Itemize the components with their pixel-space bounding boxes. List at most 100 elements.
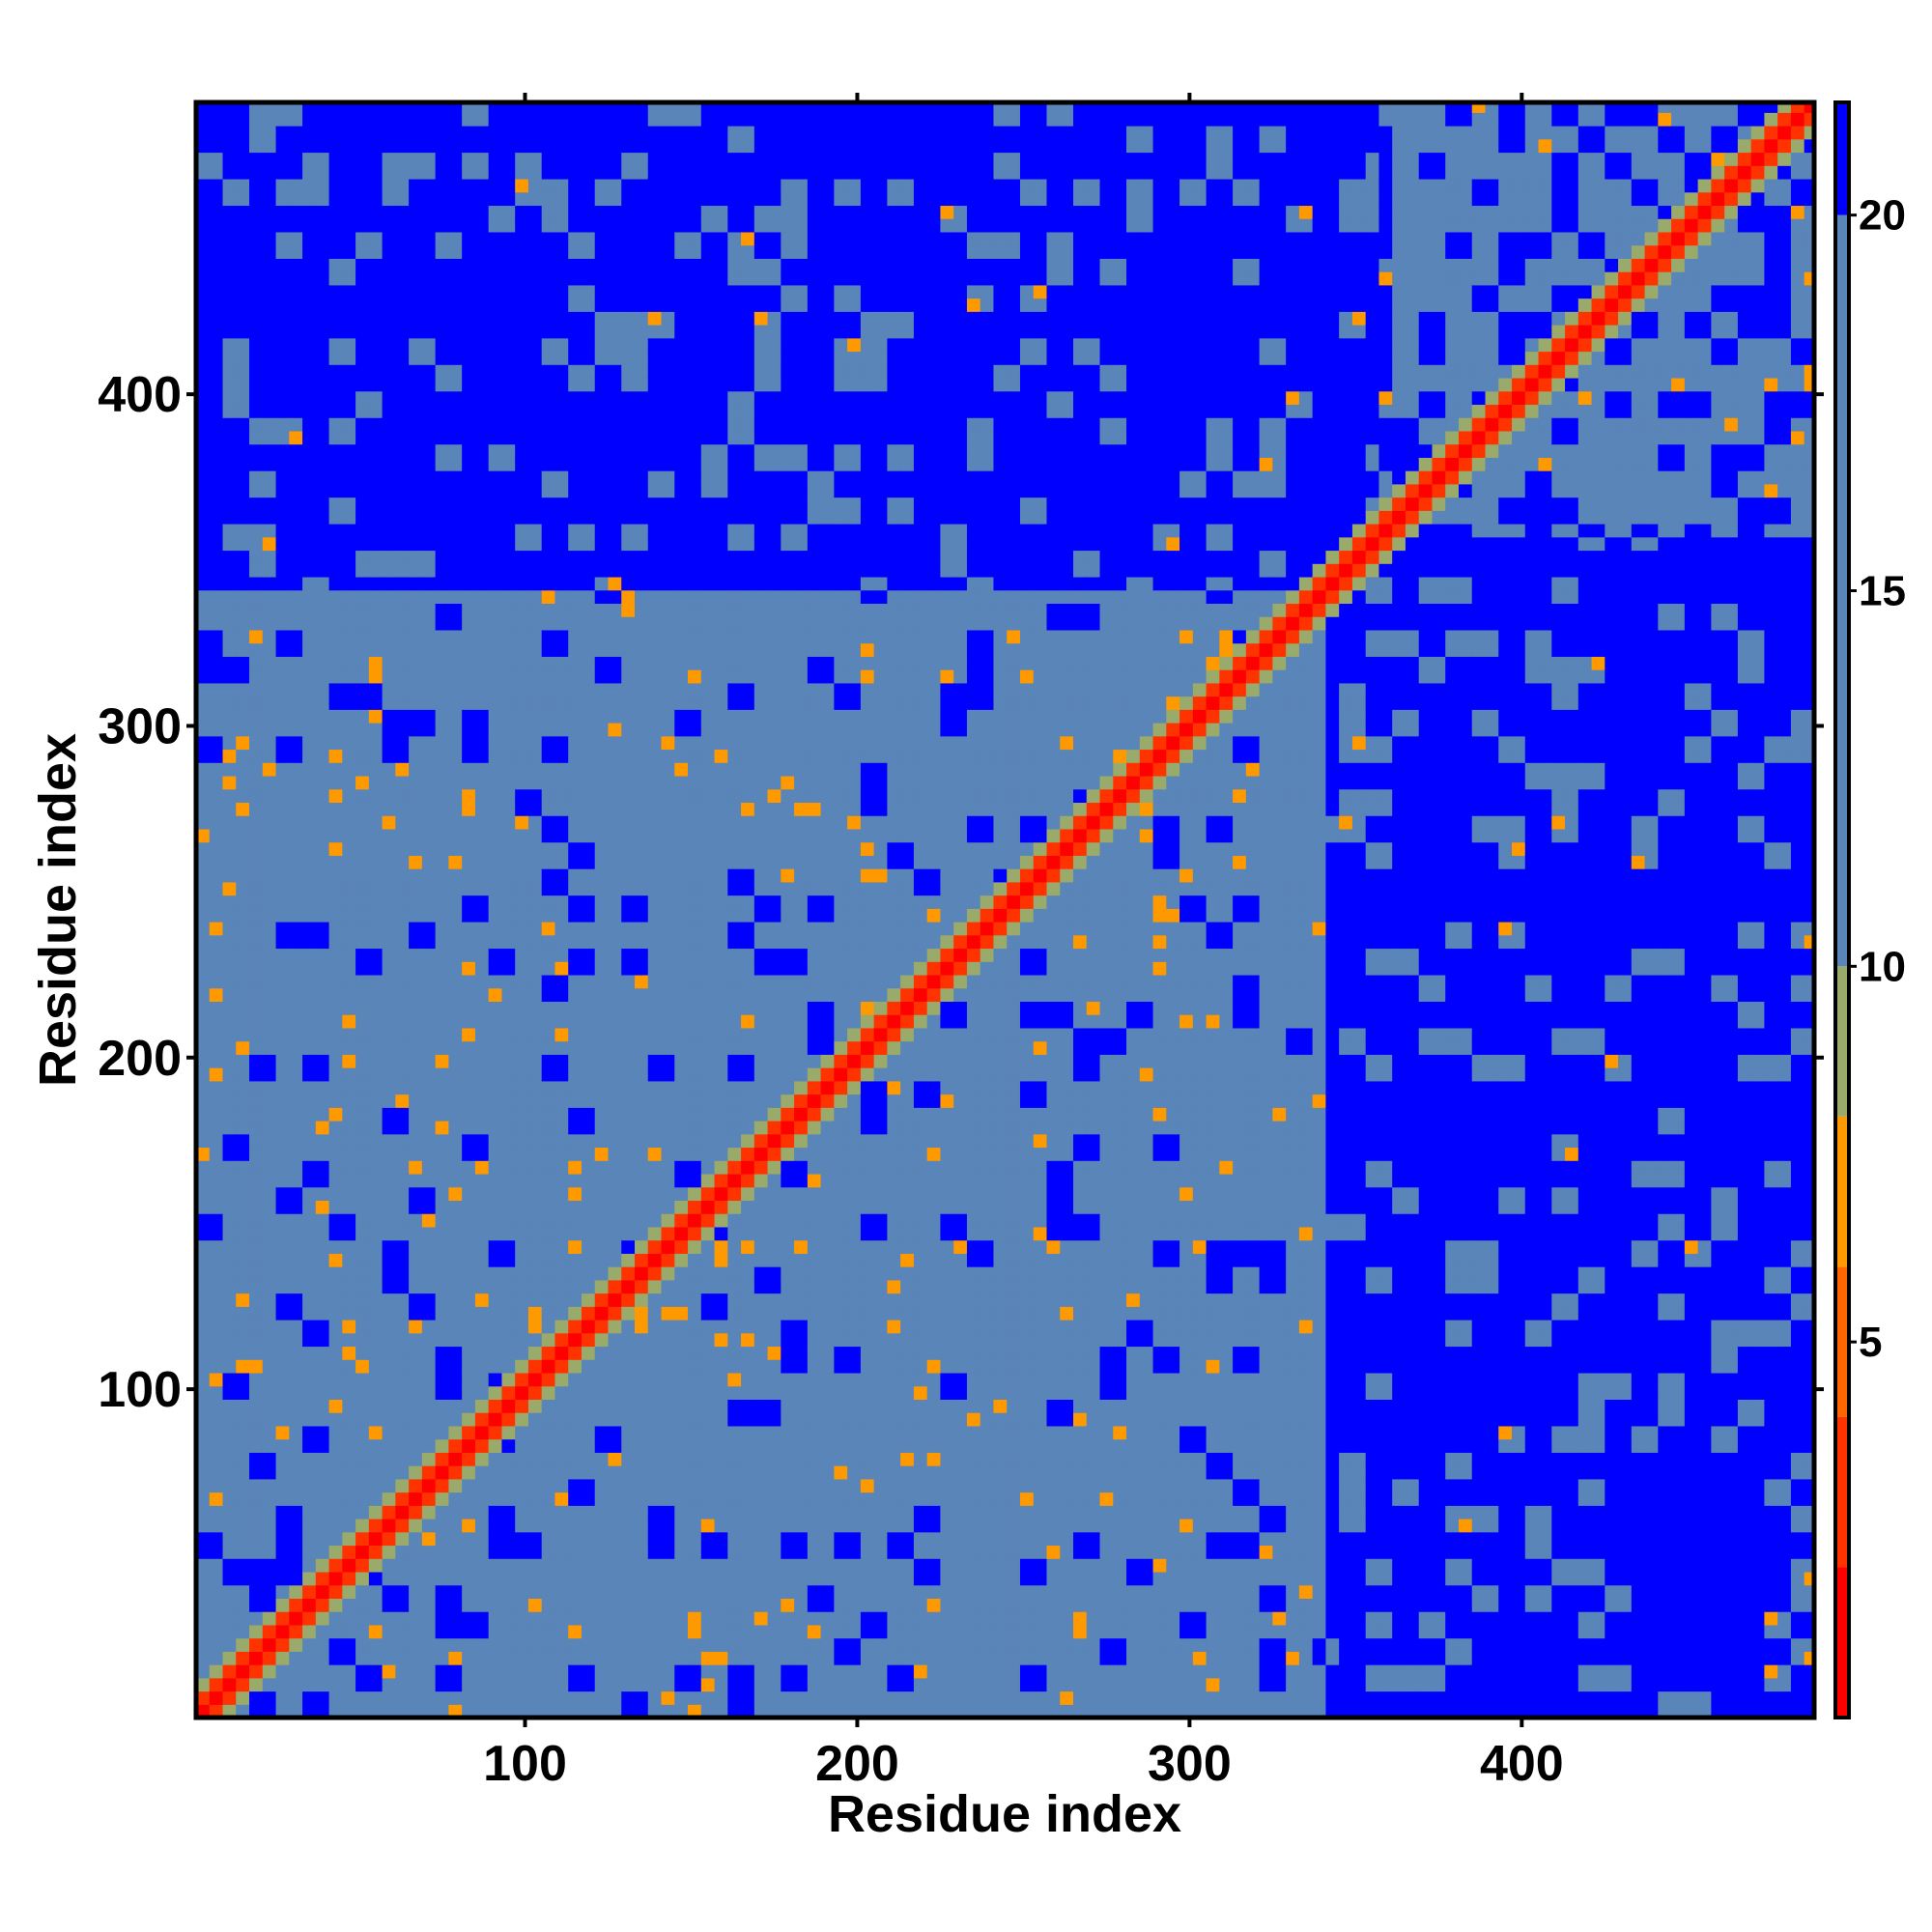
heatmap-cell [368,404,384,418]
heatmap-cell [275,1186,290,1202]
heatmap-cell [409,855,423,869]
heatmap-cell [315,1359,330,1374]
heatmap-cell [474,1014,490,1029]
heatmap-cell [488,284,503,299]
heatmap-cell [621,510,636,525]
heatmap-cell [421,1372,437,1387]
heatmap-cell [262,961,277,976]
heatmap-cell [462,749,476,763]
heatmap-cell [515,802,529,816]
heatmap-cell [700,669,716,684]
heatmap-cell [647,1664,663,1679]
heatmap-cell [635,1080,649,1095]
heatmap-cell [635,1545,649,1559]
heatmap-cell [222,1505,237,1520]
heatmap-cell [249,669,264,684]
heatmap-cell [581,696,596,710]
heatmap-cell [541,709,556,724]
heatmap-cell [462,497,476,511]
heatmap-cell [515,895,529,909]
heatmap-cell [342,1027,356,1042]
heatmap-cell [541,191,556,207]
heatmap-cell [342,1239,356,1254]
heatmap-cell [435,1332,449,1348]
heatmap-cell [302,205,317,219]
heatmap-cell [315,165,330,180]
heatmap-cell [581,1465,596,1480]
heatmap-cell [474,1399,490,1413]
heatmap-cell [382,642,396,657]
heatmap-cell [700,629,716,644]
heatmap-cell [355,1399,370,1413]
heatmap-cell [342,1080,356,1095]
heatmap-cell [368,815,384,830]
heatmap-cell [249,709,264,724]
heatmap-cell [315,138,330,154]
heatmap-cell [289,828,303,843]
heatmap-cell [209,205,224,219]
heatmap-cell [368,284,384,299]
heatmap-cell [674,1452,689,1466]
heatmap-cell [435,1346,449,1360]
heatmap-cell [395,1213,410,1228]
heatmap-cell [594,102,610,113]
heatmap-cell [302,1531,317,1547]
heatmap-cell [474,1200,490,1214]
heatmap-cell [661,1226,675,1241]
heatmap-cell [554,524,569,538]
heatmap-cell [355,1438,370,1453]
heatmap-cell [395,1253,410,1267]
heatmap-cell [342,868,356,883]
heatmap-cell [462,1452,476,1466]
heatmap-cell [501,1505,516,1520]
heatmap-cell [342,1664,356,1679]
heatmap-cell [302,1690,317,1705]
heatmap-cell [249,1425,264,1440]
heatmap-cell [621,377,636,392]
heatmap-cell [700,1094,716,1108]
heatmap-cell [594,1704,610,1718]
heatmap-cell [700,470,716,485]
heatmap-cell [621,1412,636,1427]
heatmap-cell [236,1027,250,1042]
heatmap-cell [488,1306,503,1321]
heatmap-cell [421,669,437,684]
heatmap-cell [289,1624,303,1639]
heatmap-cell [435,828,449,843]
heatmap-cell [342,563,356,578]
heatmap-cell [674,775,689,790]
heatmap-cell [501,1306,516,1321]
heatmap-cell [661,497,675,511]
heatmap-cell [621,948,636,962]
heatmap-cell [568,311,582,326]
heatmap-cell [448,337,463,353]
heatmap-cell [554,563,569,578]
heatmap-cell [501,536,516,552]
heatmap-cell [474,244,490,259]
heatmap-cell [462,443,476,458]
heatmap-cell [541,1492,556,1506]
heatmap-cell [727,629,742,644]
heatmap-cell [621,1425,636,1440]
heatmap-cell [474,1133,490,1149]
heatmap-cell [661,231,675,246]
heatmap-cell [315,271,330,286]
heatmap-cell [421,1014,437,1029]
heatmap-cell [488,1253,503,1267]
heatmap-cell [474,443,490,458]
heatmap-cell [635,802,649,816]
heatmap-cell [621,231,636,246]
heatmap-cell [554,483,569,498]
heatmap-cell [368,961,384,976]
heatmap-cell [608,922,622,936]
heatmap-cell [275,1080,290,1095]
heatmap-cell [608,1121,622,1135]
heatmap-cell [621,1452,636,1466]
heatmap-cell [700,1637,716,1652]
heatmap-cell [647,1266,663,1281]
heatmap-cell [501,1611,516,1626]
heatmap-cell [515,152,529,166]
heatmap-cell [448,1266,463,1281]
heatmap-cell [474,218,490,233]
heatmap-cell [674,126,689,140]
